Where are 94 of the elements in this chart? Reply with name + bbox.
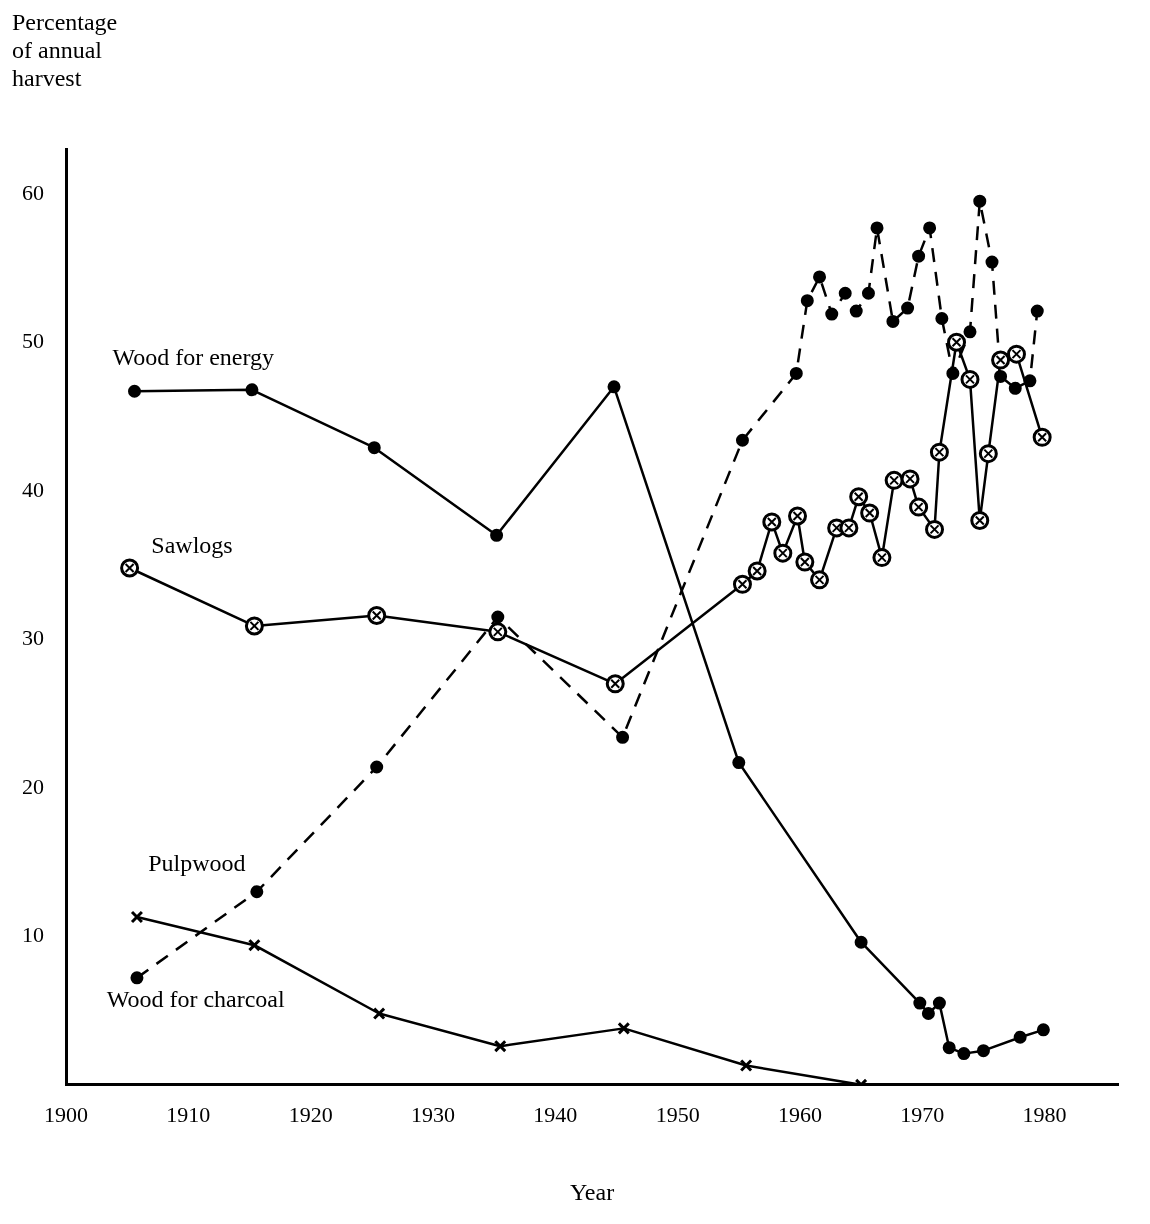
point	[870, 221, 884, 235]
point	[970, 510, 990, 530]
point	[739, 1059, 753, 1072]
point	[900, 469, 920, 489]
series-label: Wood for energy	[112, 343, 275, 370]
series-label: Sawlogs	[151, 532, 233, 559]
point	[250, 885, 264, 899]
point	[921, 1007, 935, 1021]
y-tick-label: 10	[22, 922, 44, 948]
point	[860, 503, 880, 523]
y-tick-label: 30	[22, 625, 44, 651]
point	[367, 441, 381, 455]
point	[813, 270, 827, 284]
y-tick-label: 40	[22, 476, 44, 502]
point	[963, 325, 977, 339]
point	[1036, 1023, 1050, 1037]
point	[747, 561, 767, 581]
point	[839, 518, 859, 538]
point	[130, 910, 144, 924]
series-label: Wood for charcoal	[106, 986, 285, 1013]
point	[493, 1039, 507, 1053]
point	[838, 286, 852, 300]
point	[985, 255, 999, 269]
point	[732, 574, 752, 594]
y-tick-label: 50	[22, 328, 44, 354]
point	[773, 543, 793, 563]
point	[788, 506, 808, 526]
x-axis-title: Year	[569, 1178, 615, 1205]
point	[607, 380, 621, 394]
point	[932, 996, 946, 1010]
x-tick-label: 1960	[777, 1101, 822, 1127]
point	[854, 935, 868, 949]
point	[1006, 344, 1026, 364]
series-label: Pulpwood	[148, 850, 246, 877]
point	[942, 1041, 956, 1055]
x-tick-label: 1950	[655, 1101, 700, 1127]
point	[913, 996, 927, 1010]
point	[491, 610, 505, 624]
point	[490, 528, 504, 542]
point	[810, 570, 830, 590]
point	[367, 606, 387, 626]
point	[244, 616, 264, 636]
y-tick-label: 20	[22, 773, 44, 799]
point	[370, 760, 384, 774]
point	[762, 512, 782, 532]
x-tick-label: 1980	[1022, 1101, 1067, 1127]
point	[976, 1044, 990, 1058]
point	[616, 730, 630, 744]
point	[488, 622, 508, 642]
point	[1032, 427, 1052, 447]
y-tick-label: 60	[22, 179, 44, 205]
point	[973, 194, 987, 208]
point	[825, 307, 839, 321]
point	[884, 470, 904, 490]
point	[130, 971, 144, 985]
point	[605, 674, 625, 694]
point	[909, 497, 929, 517]
point	[1030, 304, 1044, 318]
point	[923, 221, 937, 235]
point	[929, 442, 949, 462]
point	[991, 350, 1011, 370]
point	[245, 383, 259, 397]
point	[732, 756, 746, 770]
x-tick-label: 1970	[900, 1101, 945, 1127]
point	[800, 294, 814, 308]
point	[901, 301, 915, 315]
point	[789, 366, 803, 380]
x-tick-label: 1930	[410, 1101, 455, 1127]
point	[957, 1047, 971, 1061]
point	[849, 304, 863, 318]
x-tick-label: 1940	[533, 1101, 578, 1127]
point	[872, 548, 892, 568]
point	[960, 369, 980, 389]
x-tick-label: 1900	[44, 1101, 88, 1127]
point	[120, 558, 140, 578]
point	[128, 384, 141, 398]
point	[861, 286, 875, 300]
point	[849, 487, 869, 507]
point	[1008, 381, 1022, 395]
point	[925, 519, 945, 539]
point	[617, 1021, 631, 1035]
point	[372, 1007, 386, 1020]
point	[935, 312, 949, 325]
point	[886, 314, 900, 328]
x-tick-label: 1910	[166, 1101, 211, 1127]
y-axis-title: Percentage of annual harvest	[12, 8, 119, 92]
point	[247, 938, 261, 952]
point	[1013, 1030, 1027, 1044]
point	[978, 444, 998, 464]
point	[795, 552, 815, 572]
point	[947, 332, 967, 352]
point	[912, 249, 926, 263]
x-tick-label: 1920	[288, 1101, 333, 1127]
point	[735, 433, 749, 447]
